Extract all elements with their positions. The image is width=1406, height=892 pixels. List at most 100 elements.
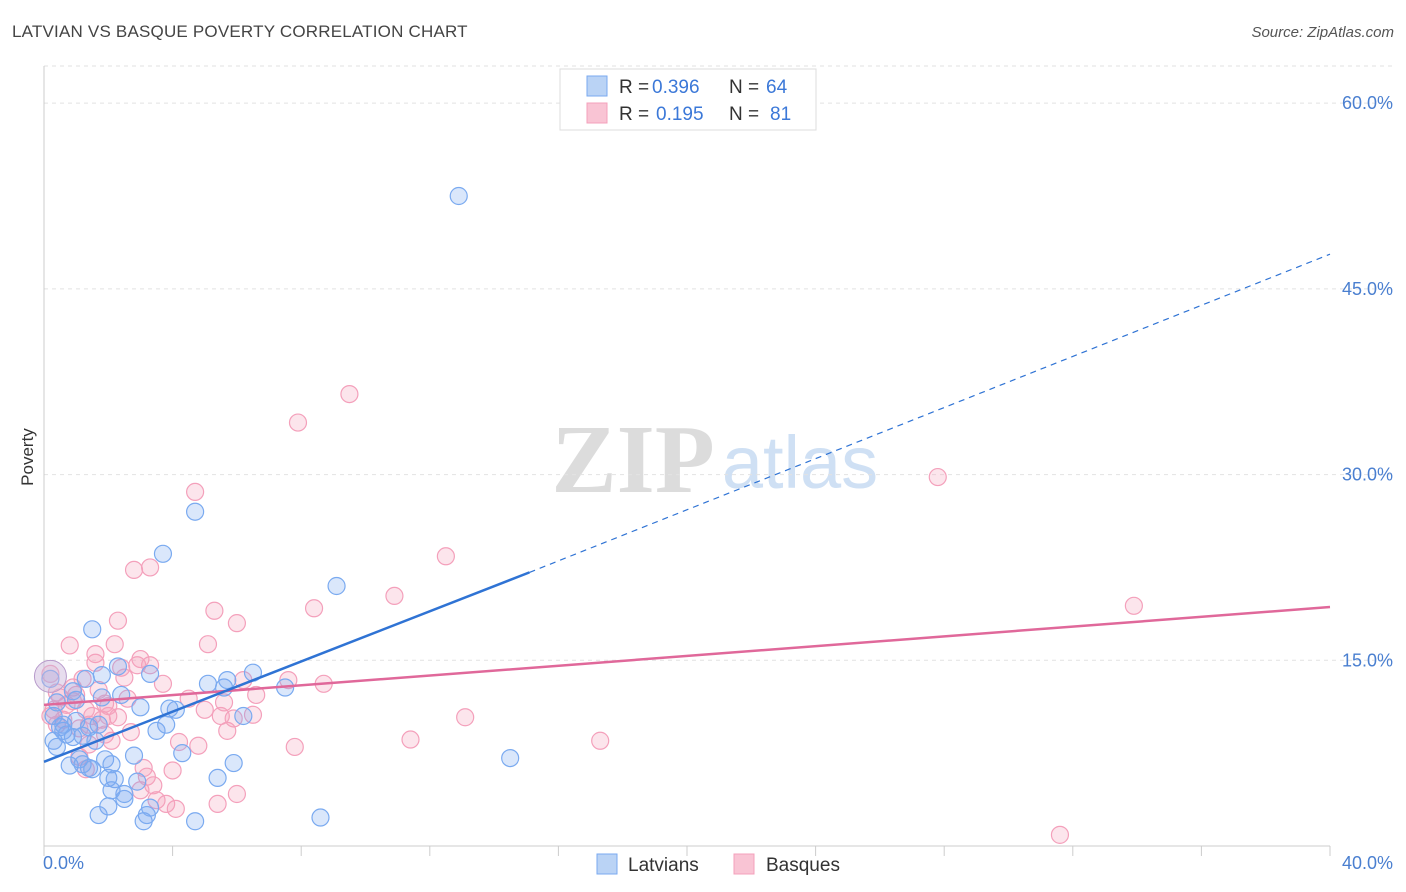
y-axis-title: Poverty [18,428,37,486]
legend-n-value-latvians: 64 [766,77,788,98]
y-tick-labels: 15.0% 30.0% 45.0% 60.0% [1342,93,1393,670]
point-basques [153,674,173,693]
point-latvians [102,755,121,774]
source-label: Source: ZipAtlas.com [1251,24,1394,41]
point-latvians [173,744,192,763]
bottom-legend-label-latvians: Latvians [628,855,699,876]
point-latvians [92,666,111,685]
point-latvians [83,760,102,779]
chart-title: LATVIAN VS BASQUE POVERTY CORRELATION CH… [12,22,468,41]
point-cluster [33,659,67,693]
point-basques [41,664,60,684]
point-latvians [186,812,205,831]
point-basques [108,611,128,630]
y-tick-label: 30.0% [1342,465,1393,485]
point-latvians [218,670,237,690]
legend-swatch-latvians [586,75,608,97]
point-basques [189,736,208,755]
point-basques [147,791,166,810]
point-basques [227,784,246,804]
legend-n-label-latvians: N = [729,77,759,98]
point-basques [340,384,359,404]
point-basques [591,731,610,750]
x-tick-label-min: 0.0% [43,853,84,873]
axes [43,66,1331,856]
legend-r-label-basques: R = [619,104,649,125]
y-tick-label: 15.0% [1342,650,1393,670]
point-latvians [147,721,166,740]
point-basques [288,413,308,432]
point-basques [140,558,160,577]
point-basques [456,708,475,727]
point-basques [163,761,182,780]
watermark-atlas: atlas [722,421,878,504]
point-latvians [41,669,60,688]
legend-r-label-latvians: R = [619,77,649,98]
point-basques [928,467,947,487]
point-latvians [60,756,79,775]
point-basques [108,708,128,727]
series-legend: Latvians Basques [596,853,840,876]
points [33,186,1143,844]
bottom-legend-swatch-latvians [596,853,618,875]
point-basques [166,799,185,818]
point-latvians [102,781,121,800]
y-tick-label: 45.0% [1342,279,1393,299]
point-basques [285,737,304,757]
point-latvians [76,669,95,688]
point-basques [436,547,455,566]
x-tick-label-max: 40.0% [1342,853,1393,873]
point-basques [214,693,234,712]
point-basques [247,685,266,705]
regression-lines [43,253,1331,763]
point-latvians [224,753,243,773]
point-latvians [198,674,218,693]
point-latvians [67,690,86,710]
point-basques [208,794,227,814]
point-latvians [449,186,468,206]
legend-n-value-basques: 81 [770,104,791,125]
point-latvians [186,502,205,521]
point-latvians [208,768,227,788]
point-basques [169,732,189,752]
point-basques [1124,596,1143,615]
regression-line-basques [43,605,1331,707]
point-latvians [115,789,134,809]
correlation-legend: R = 0.396 N = 64 R = 0.195 N = 81 [559,68,817,131]
watermark-zip: ZIP [551,406,714,514]
point-latvians [157,715,176,734]
point-basques [227,614,246,633]
point-basques [195,700,214,719]
point-latvians [92,688,111,707]
point-basques [105,635,124,654]
point-latvians [128,772,147,791]
bottom-legend-swatch-basques [733,853,755,875]
point-latvians [153,544,173,563]
point-latvians [311,808,330,827]
point-latvians [327,576,346,596]
point-basques [243,705,263,724]
point-basques [115,668,134,687]
point-basques [205,601,224,620]
grid [44,65,1392,661]
bottom-legend-label-basques: Basques [766,855,840,876]
legend-r-value-basques: 0.195 [656,104,704,125]
point-latvians [140,664,160,684]
point-latvians [501,748,520,768]
legend-n-label-basques: N = [729,104,759,125]
point-latvians [124,746,144,765]
point-latvians [112,685,131,705]
point-latvians [83,620,102,639]
legend-swatch-basques [586,102,608,124]
regression-line-latvians-extrapolated [529,253,1331,573]
point-basques [131,649,150,669]
point-latvians [99,797,118,816]
point-basques [1050,825,1070,844]
point-basques [124,560,144,580]
point-basques [60,636,79,655]
point-latvians [67,711,86,731]
point-latvians [140,798,160,817]
point-basques [198,635,218,654]
point-latvians [131,698,150,717]
